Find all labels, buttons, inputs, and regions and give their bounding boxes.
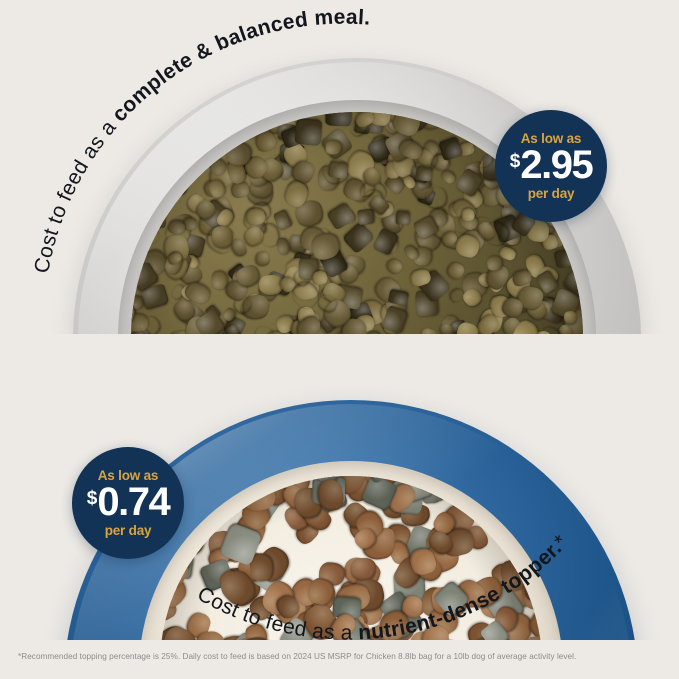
food-piece (415, 165, 433, 182)
price-badge-complete-meal: As low as $2.95 per day (495, 110, 607, 222)
food-piece (328, 160, 350, 180)
footnote-disclaimer: *Recommended topping percentage is 25%. … (18, 652, 577, 661)
food-piece (420, 624, 449, 640)
food-piece (326, 201, 357, 231)
food-piece (293, 118, 322, 146)
badge-amount: 2.95 (520, 143, 593, 188)
food-piece (253, 325, 275, 334)
food-piece (325, 112, 353, 127)
food-piece (356, 208, 374, 226)
food-piece (383, 256, 405, 277)
food-piece (254, 250, 272, 267)
food-piece (149, 204, 167, 229)
panel-divider (0, 334, 679, 340)
food-piece (419, 326, 441, 334)
badge-eyebrow: As low as (520, 130, 582, 146)
badge-suffix: per day (104, 522, 152, 538)
food-piece (274, 236, 291, 256)
badge-currency-symbol: $ (86, 488, 98, 510)
food-piece (395, 210, 411, 226)
food-piece (387, 287, 409, 306)
badge-price: $0.74 (86, 480, 171, 525)
badge-amount: 0.74 (97, 480, 170, 525)
badge-eyebrow: As low as (97, 467, 159, 483)
badge-price: $2.95 (509, 143, 594, 188)
badge-suffix: per day (527, 185, 575, 201)
food-piece (341, 221, 375, 255)
price-badge-topper: As low as $0.74 per day (72, 447, 184, 559)
badge-currency-symbol: $ (509, 151, 521, 173)
